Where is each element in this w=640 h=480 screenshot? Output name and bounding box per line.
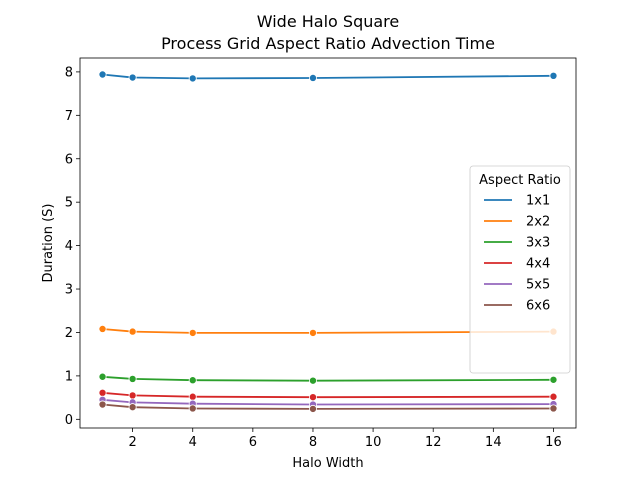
y-tick-label: 6	[65, 152, 73, 167]
legend-label-2x2: 2x2	[526, 215, 550, 230]
data-point-4x4	[549, 392, 558, 401]
legend-label-3x3: 3x3	[526, 236, 550, 251]
legend-label-5x5: 5x5	[526, 278, 550, 293]
y-tick-label: 2	[65, 326, 73, 341]
plot-frame	[79, 57, 577, 429]
x-tick-label: 14	[485, 435, 502, 450]
data-point-2x2	[98, 324, 107, 333]
x-tick-label: 4	[189, 435, 197, 450]
y-tick-label: 3	[65, 283, 73, 298]
data-point-3x3	[128, 374, 137, 383]
series-line-3x3	[102, 375, 554, 382]
data-point-1x1	[98, 70, 107, 79]
legend: Aspect Ratio 1x1 2x2 3x3 4x4 5x5 6x6	[469, 165, 571, 374]
y-tick-label: 0	[65, 413, 73, 428]
y-tick-label: 1	[65, 369, 73, 384]
data-point-2x2	[188, 328, 197, 337]
data-point-3x3	[98, 372, 107, 381]
data-point-6x6	[549, 404, 558, 413]
x-tick-label: 12	[425, 435, 442, 450]
x-tick-label: 8	[309, 435, 317, 450]
data-point-1x1	[308, 73, 317, 82]
legend-label-4x4: 4x4	[526, 257, 550, 272]
legend-box	[469, 165, 571, 374]
x-axis-label: Halo Width	[292, 456, 363, 471]
data-point-1x1	[549, 71, 558, 80]
data-point-1x1	[128, 73, 137, 82]
x-tick-label: 2	[128, 435, 136, 450]
data-point-4x4	[308, 393, 317, 402]
data-point-3x3	[308, 376, 317, 385]
data-point-3x3	[188, 376, 197, 385]
x-tick-label: 6	[249, 435, 257, 450]
data-point-6x6	[98, 400, 107, 409]
series-line-4x4	[102, 391, 554, 399]
series-line-5x5	[102, 398, 554, 406]
legend-label-1x1: 1x1	[526, 194, 550, 209]
data-point-6x6	[308, 404, 317, 413]
data-point-2x2	[308, 328, 317, 337]
y-axis-label: Duration (S)	[41, 204, 56, 283]
data-point-6x6	[128, 403, 137, 412]
x-tick-label: 10	[365, 435, 382, 450]
y-tick-label: 7	[65, 109, 73, 124]
legend-title: Aspect Ratio	[479, 173, 561, 188]
series-line-1x1	[102, 73, 554, 80]
data-point-4x4	[128, 391, 137, 400]
x-axis: 2 4 6 8 10 12 14 16	[128, 428, 562, 450]
y-tick-label: 5	[65, 196, 73, 211]
data-point-3x3	[549, 375, 558, 384]
data-point-4x4	[188, 392, 197, 401]
data-point-2x2	[128, 327, 137, 336]
plot-area	[98, 70, 558, 413]
y-axis: 0 1 2 3 4 5 6 7 8	[65, 65, 80, 428]
legend-label-6x6: 6x6	[526, 299, 550, 314]
data-point-6x6	[188, 404, 197, 413]
y-tick-label: 4	[65, 239, 73, 254]
data-point-4x4	[98, 388, 107, 397]
y-tick-label: 8	[65, 65, 73, 80]
chart-title-line2: Process Grid Aspect Ratio Advection Time	[161, 34, 495, 53]
chart-title-line1: Wide Halo Square	[257, 12, 399, 31]
data-point-1x1	[188, 74, 197, 83]
x-tick-label: 16	[545, 435, 562, 450]
